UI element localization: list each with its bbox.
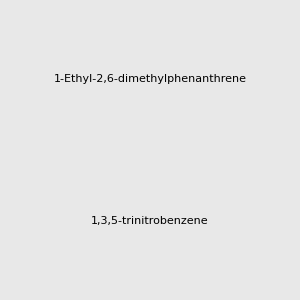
Text: 1-Ethyl-2,6-dimethylphenanthrene: 1-Ethyl-2,6-dimethylphenanthrene — [53, 74, 247, 84]
Text: 1,3,5-trinitrobenzene: 1,3,5-trinitrobenzene — [91, 216, 209, 226]
